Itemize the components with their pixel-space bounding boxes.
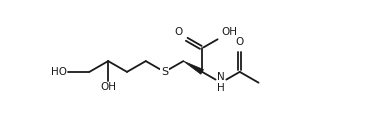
Text: OH: OH [100, 82, 116, 92]
Text: HO: HO [51, 67, 67, 77]
Text: O: O [236, 37, 244, 47]
Text: OH: OH [222, 27, 238, 37]
Polygon shape [183, 61, 204, 74]
Text: N
H: N H [217, 72, 225, 93]
Text: S: S [161, 67, 168, 77]
Text: O: O [174, 27, 183, 37]
